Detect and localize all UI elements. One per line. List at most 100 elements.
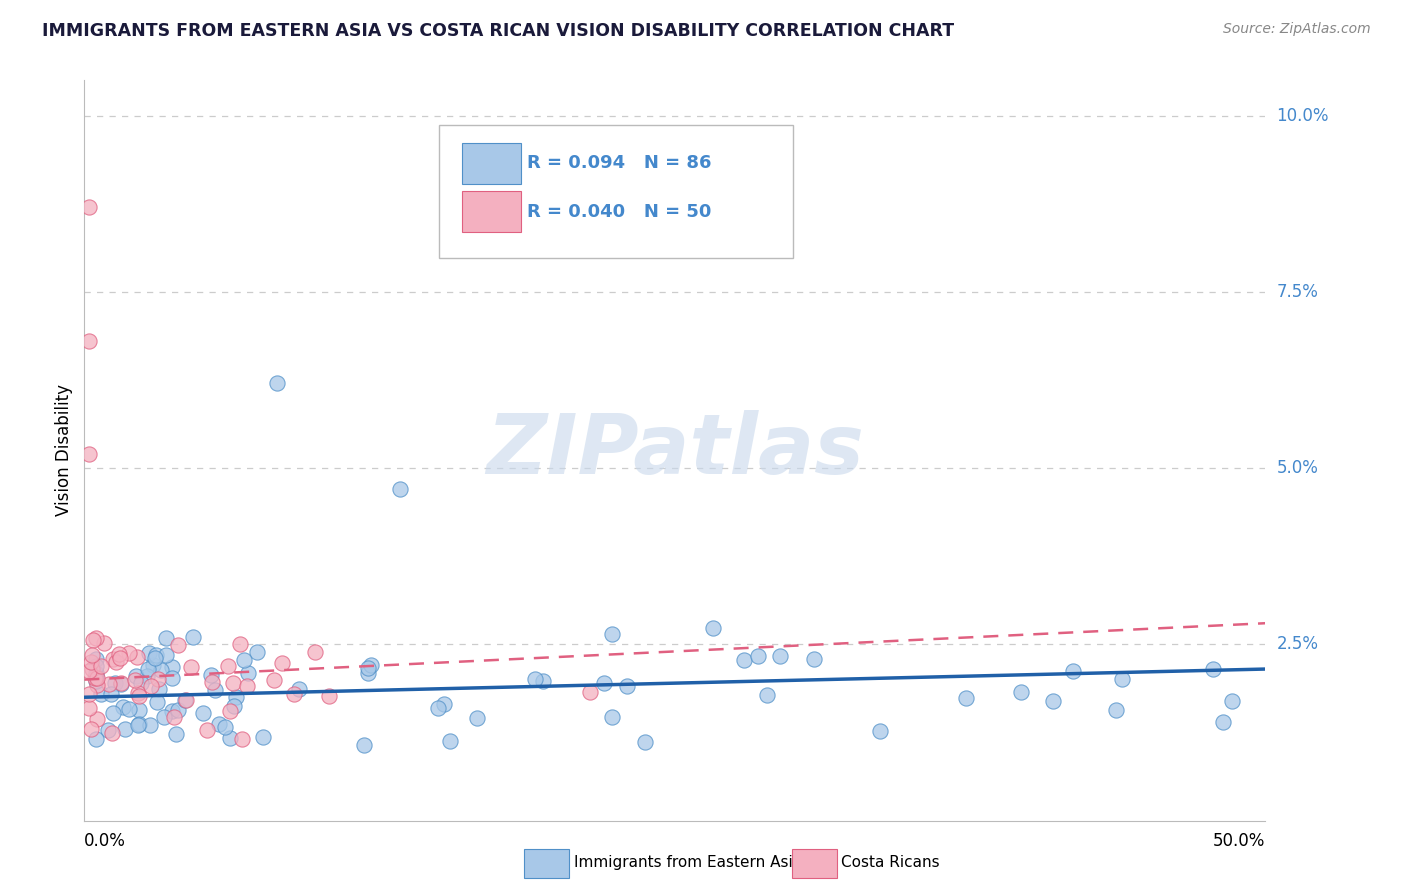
Point bbox=[1104, 703, 1126, 717]
Point bbox=[84, 665, 107, 680]
Point bbox=[181, 631, 204, 645]
Point bbox=[733, 653, 755, 667]
Point bbox=[80, 655, 103, 669]
Point bbox=[356, 665, 378, 680]
Point bbox=[579, 684, 602, 698]
Point bbox=[427, 700, 450, 714]
Point bbox=[77, 200, 100, 214]
Point bbox=[145, 648, 167, 663]
Point bbox=[86, 712, 108, 726]
Point bbox=[167, 702, 190, 716]
Text: 10.0%: 10.0% bbox=[1277, 106, 1329, 125]
Point bbox=[114, 722, 136, 736]
Text: 5.0%: 5.0% bbox=[1277, 459, 1319, 477]
Point bbox=[128, 717, 150, 731]
Point bbox=[129, 676, 152, 690]
Point bbox=[160, 671, 183, 685]
Point bbox=[193, 706, 215, 720]
Point bbox=[110, 651, 132, 665]
Point bbox=[246, 645, 269, 659]
Point bbox=[204, 683, 226, 698]
Point bbox=[195, 723, 218, 737]
Point bbox=[524, 672, 547, 686]
Point bbox=[125, 649, 148, 664]
Point bbox=[433, 697, 456, 711]
Point bbox=[176, 693, 198, 707]
Point bbox=[755, 688, 778, 702]
Point bbox=[219, 731, 242, 746]
Point bbox=[1011, 685, 1033, 699]
Point bbox=[101, 706, 124, 721]
Point bbox=[803, 652, 825, 666]
Point bbox=[166, 638, 188, 652]
Point bbox=[100, 687, 122, 701]
Point bbox=[263, 673, 285, 688]
FancyBboxPatch shape bbox=[439, 125, 793, 258]
Point bbox=[111, 699, 134, 714]
Point bbox=[702, 622, 724, 636]
Point bbox=[86, 678, 108, 692]
Point bbox=[160, 660, 183, 674]
Point bbox=[84, 674, 107, 689]
Point bbox=[283, 687, 305, 701]
Point bbox=[97, 723, 120, 737]
Point bbox=[84, 652, 107, 666]
Text: 50.0%: 50.0% bbox=[1213, 831, 1265, 850]
Point bbox=[90, 658, 112, 673]
Point bbox=[1042, 694, 1064, 708]
Point bbox=[353, 738, 375, 752]
Point bbox=[110, 677, 132, 691]
Point bbox=[141, 657, 163, 672]
Point bbox=[128, 689, 150, 703]
Point bbox=[84, 669, 107, 683]
Text: 2.5%: 2.5% bbox=[1277, 635, 1319, 653]
Point bbox=[219, 704, 242, 718]
Point bbox=[104, 655, 127, 669]
Point bbox=[83, 671, 105, 685]
Point bbox=[127, 717, 149, 731]
Point bbox=[155, 632, 177, 646]
Point bbox=[160, 704, 183, 718]
Point bbox=[165, 727, 187, 741]
Point bbox=[531, 673, 554, 688]
Point bbox=[118, 646, 141, 660]
Point bbox=[439, 733, 461, 747]
Text: 7.5%: 7.5% bbox=[1277, 283, 1319, 301]
Point bbox=[768, 648, 790, 663]
Point bbox=[600, 710, 623, 724]
Point bbox=[221, 676, 243, 690]
Point bbox=[150, 663, 173, 677]
Point bbox=[214, 720, 236, 734]
Point bbox=[101, 652, 124, 666]
Point bbox=[110, 675, 132, 690]
Point bbox=[465, 711, 488, 725]
Point bbox=[217, 659, 239, 673]
Point bbox=[229, 637, 252, 651]
Point bbox=[90, 687, 112, 701]
Point bbox=[389, 482, 412, 496]
Point bbox=[84, 659, 107, 673]
Point bbox=[118, 702, 141, 716]
Point bbox=[288, 682, 311, 697]
Point bbox=[869, 723, 891, 738]
Point bbox=[1062, 664, 1084, 678]
Point bbox=[80, 648, 103, 662]
Point bbox=[304, 645, 326, 659]
Point bbox=[98, 677, 121, 691]
Text: IMMIGRANTS FROM EASTERN ASIA VS COSTA RICAN VISION DISABILITY CORRELATION CHART: IMMIGRANTS FROM EASTERN ASIA VS COSTA RI… bbox=[42, 22, 955, 40]
Text: Costa Ricans: Costa Ricans bbox=[841, 855, 939, 870]
Text: 0.0%: 0.0% bbox=[84, 831, 127, 850]
Point bbox=[955, 690, 977, 705]
Point bbox=[747, 649, 769, 664]
Point bbox=[180, 660, 202, 674]
Point bbox=[146, 672, 169, 686]
Point bbox=[252, 731, 274, 745]
Point bbox=[138, 646, 160, 660]
Point bbox=[616, 679, 638, 693]
Point bbox=[231, 732, 253, 747]
Point bbox=[127, 686, 149, 700]
Point bbox=[236, 679, 259, 693]
Text: Immigrants from Eastern Asia: Immigrants from Eastern Asia bbox=[574, 855, 801, 870]
Point bbox=[82, 662, 104, 676]
Point bbox=[593, 675, 616, 690]
